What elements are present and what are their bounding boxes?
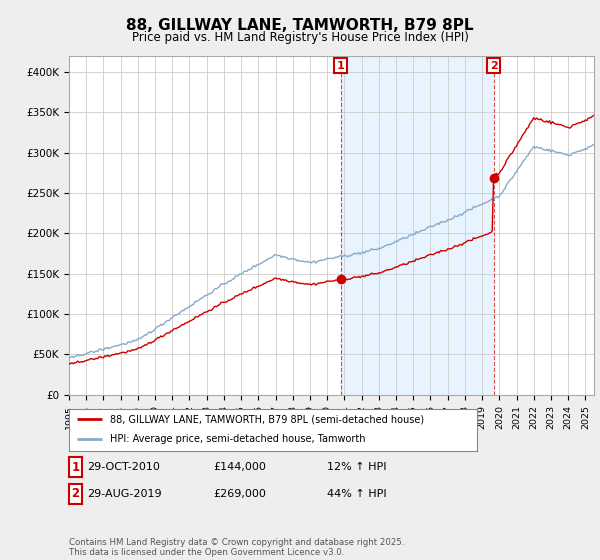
Text: 12% ↑ HPI: 12% ↑ HPI bbox=[327, 462, 386, 472]
Text: 29-AUG-2019: 29-AUG-2019 bbox=[87, 489, 161, 499]
Text: Contains HM Land Registry data © Crown copyright and database right 2025.
This d: Contains HM Land Registry data © Crown c… bbox=[69, 538, 404, 557]
Text: 1: 1 bbox=[337, 60, 344, 71]
Text: £269,000: £269,000 bbox=[213, 489, 266, 499]
Text: 2: 2 bbox=[490, 60, 497, 71]
Bar bbox=[341, 56, 494, 395]
Text: Price paid vs. HM Land Registry's House Price Index (HPI): Price paid vs. HM Land Registry's House … bbox=[131, 31, 469, 44]
Text: 88, GILLWAY LANE, TAMWORTH, B79 8PL: 88, GILLWAY LANE, TAMWORTH, B79 8PL bbox=[126, 18, 474, 33]
Text: 29-OCT-2010: 29-OCT-2010 bbox=[87, 462, 160, 472]
Text: £144,000: £144,000 bbox=[213, 462, 266, 472]
Text: 2: 2 bbox=[71, 487, 80, 501]
Text: 88, GILLWAY LANE, TAMWORTH, B79 8PL (semi-detached house): 88, GILLWAY LANE, TAMWORTH, B79 8PL (sem… bbox=[110, 414, 424, 424]
Text: HPI: Average price, semi-detached house, Tamworth: HPI: Average price, semi-detached house,… bbox=[110, 434, 365, 444]
Text: 1: 1 bbox=[71, 460, 80, 474]
Text: 44% ↑ HPI: 44% ↑ HPI bbox=[327, 489, 386, 499]
